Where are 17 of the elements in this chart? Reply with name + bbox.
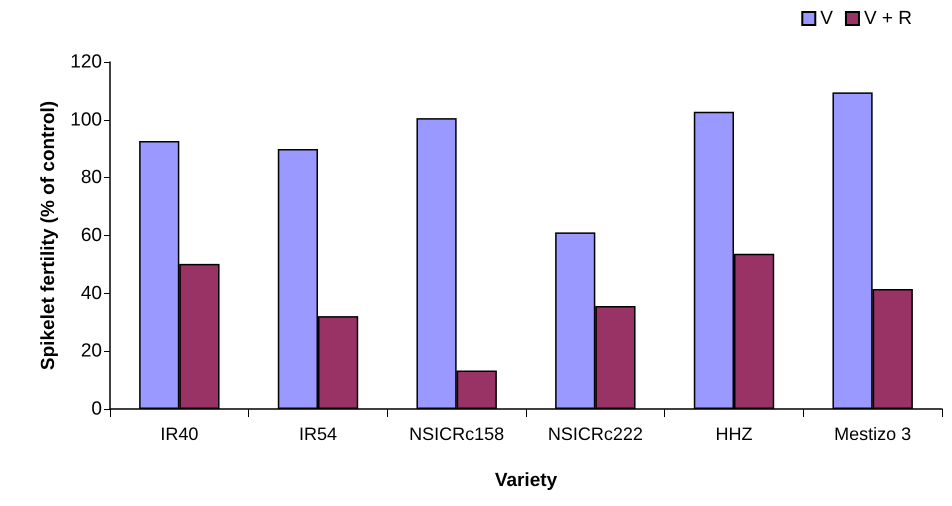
legend-label: V (820, 8, 834, 29)
x-tick-label: Mestizo 3 (834, 424, 912, 444)
y-tick-label: 100 (70, 109, 102, 130)
y-tick-label: 80 (80, 167, 102, 188)
y-tick-label: 120 (70, 52, 102, 72)
x-tick-label: NSICRc158 (409, 424, 504, 444)
y-tick-label: 40 (80, 282, 102, 304)
y-tick-label: 60 (80, 225, 102, 246)
x-tick-label: HHZ (716, 424, 752, 444)
x-tick-label: NSICRc222 (548, 424, 643, 444)
x-tick-label: IR40 (160, 424, 198, 444)
legend-label: V + R (864, 8, 912, 29)
y-tick-label: 20 (80, 340, 102, 362)
x-tick-label: IR54 (298, 424, 338, 444)
x-axis-title: Variety (494, 470, 558, 491)
y-tick-label: 0 (91, 398, 102, 420)
y-axis-title: Spikelet fertility (% of control) (38, 100, 59, 370)
